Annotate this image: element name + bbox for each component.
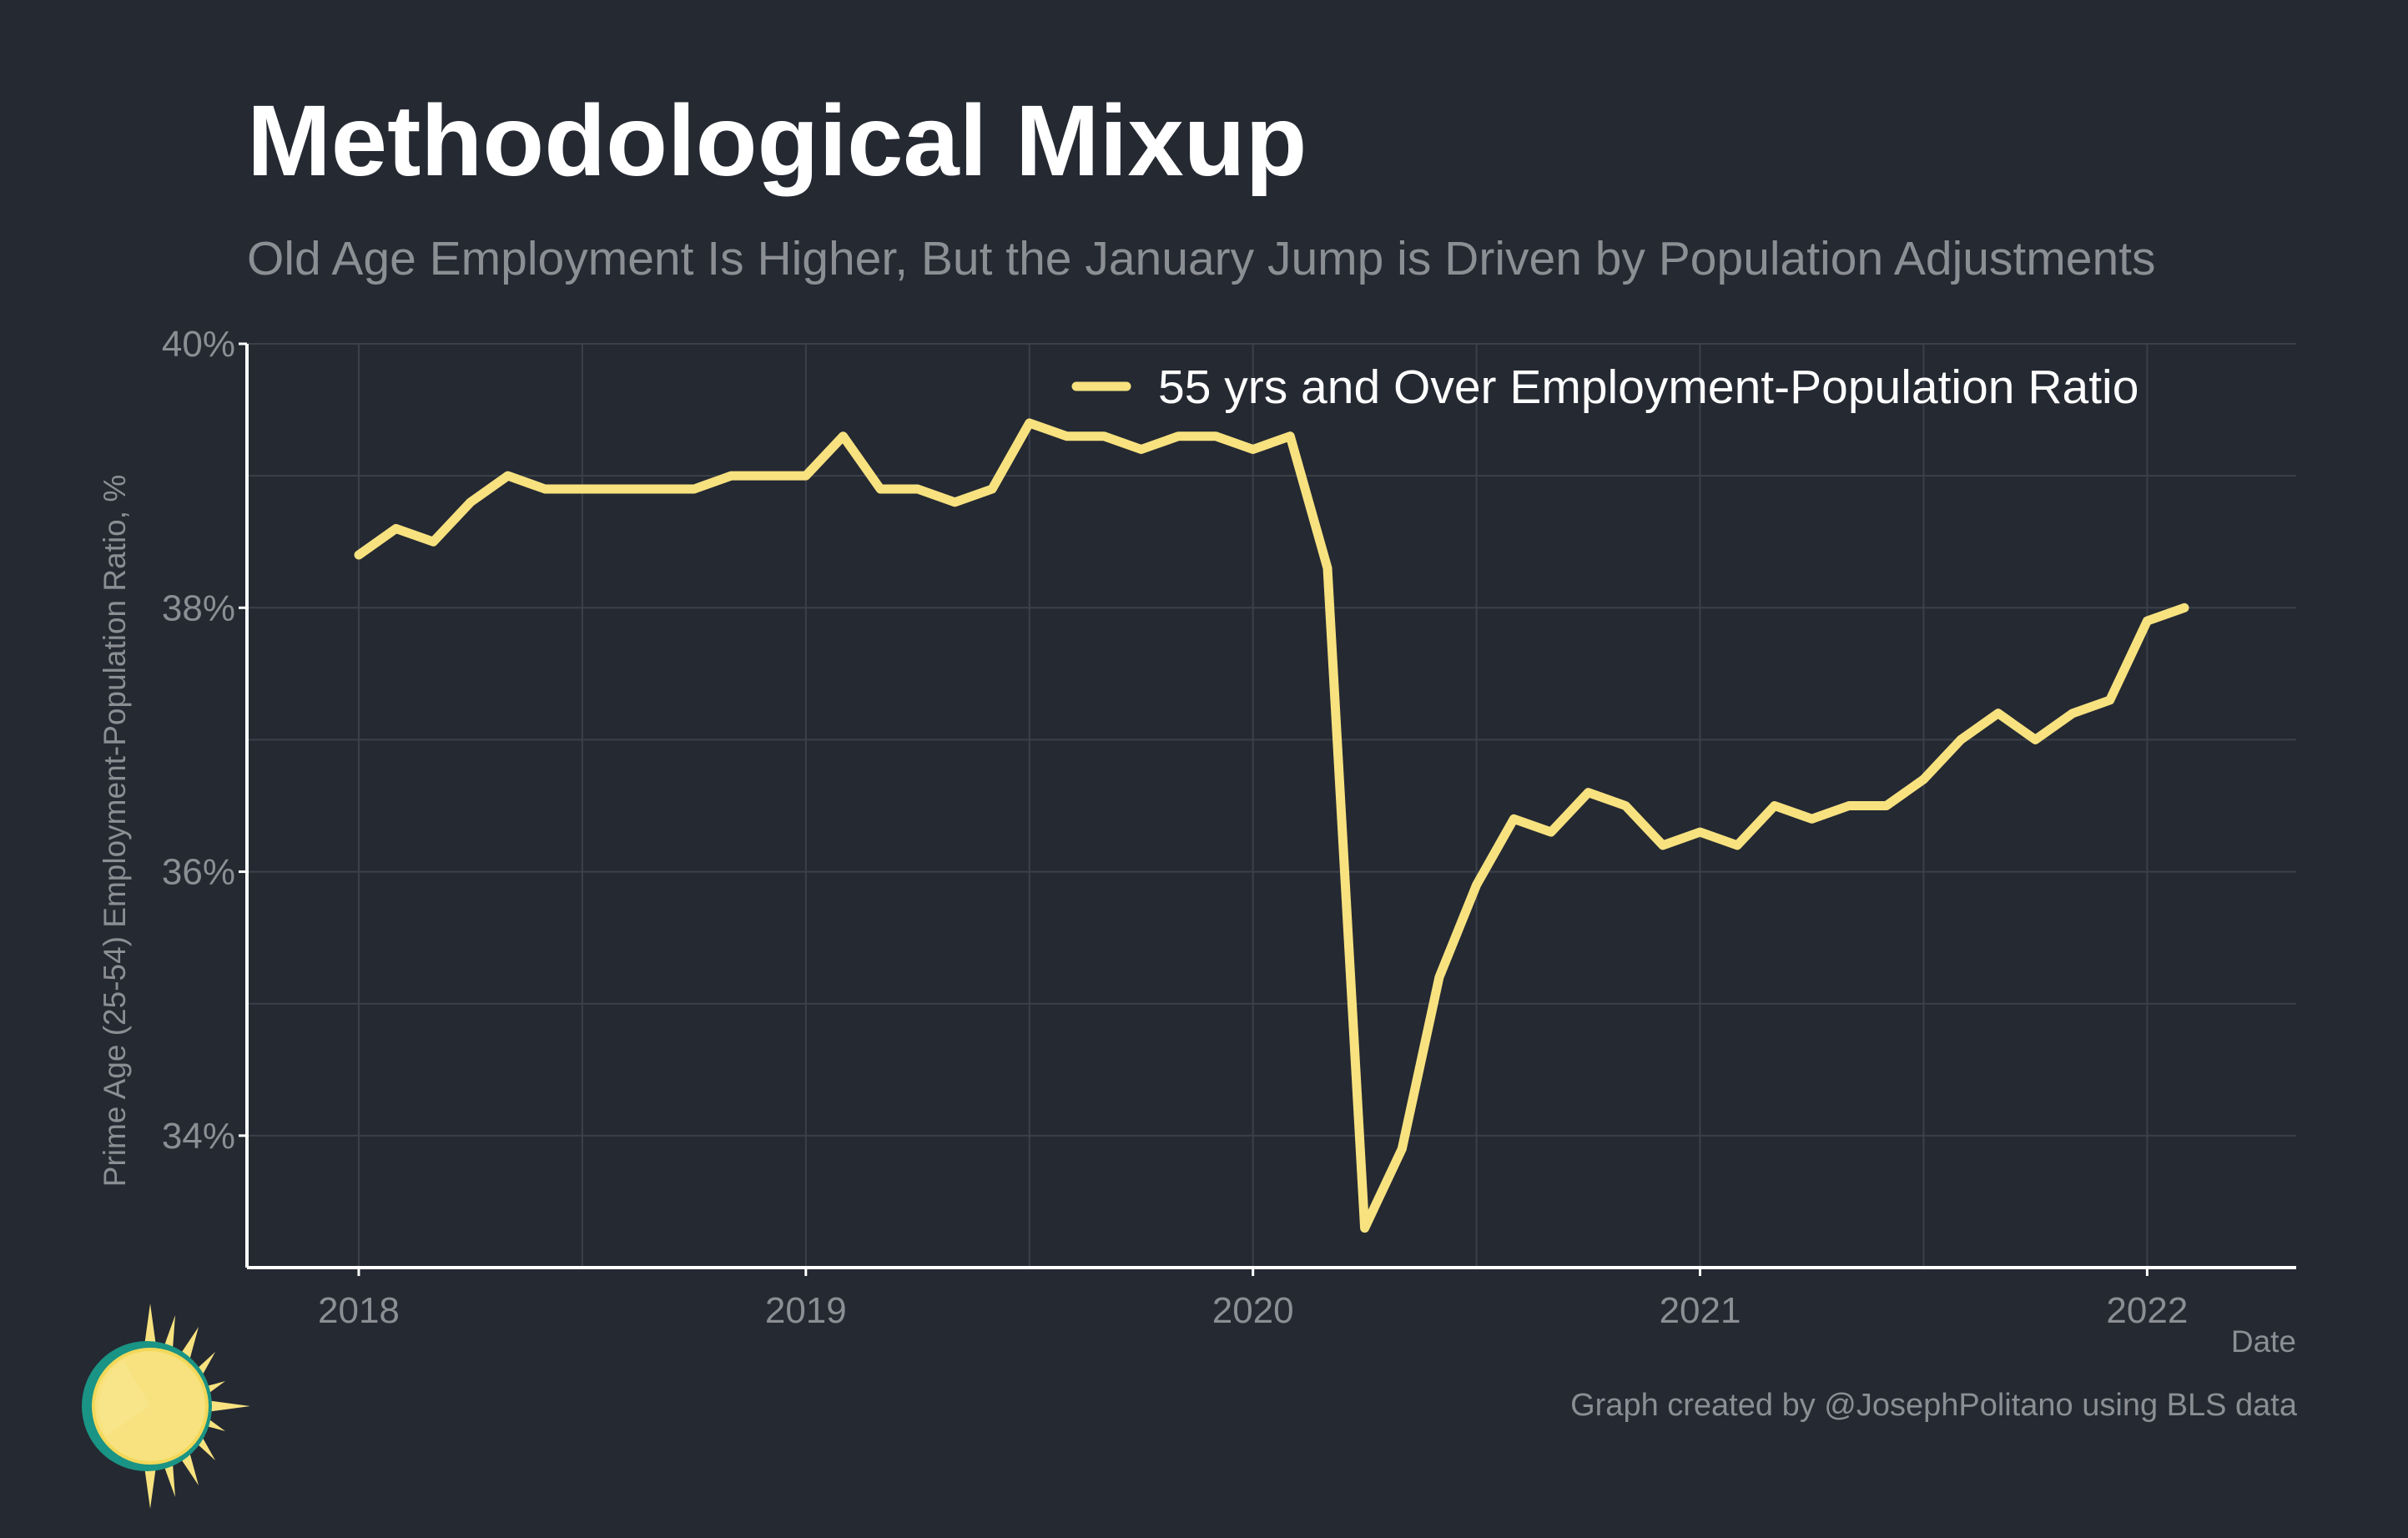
axes <box>245 344 2296 1269</box>
chart-subtitle: Old Age Employment Is Higher, But the Ja… <box>247 232 2156 285</box>
x-tick-label: 2019 <box>765 1290 847 1331</box>
series-lines <box>354 418 2189 1233</box>
legend: 55 yrs and Over Employment-Population Ra… <box>1071 361 2138 414</box>
sun-logo-icon <box>82 1304 250 1509</box>
y-axis-label: Prime Age (25-54) Employment-Population … <box>98 475 132 1187</box>
legend-label: 55 yrs and Over Employment-Population Ra… <box>1158 361 2138 414</box>
series-line <box>354 418 2189 1233</box>
sun-highlight <box>98 1360 150 1435</box>
x-axis-label: Date <box>2231 1324 2296 1359</box>
chart-title: Methodological Mixup <box>247 83 1307 197</box>
tick-labels: 34% 36% 38% 40% 2018 2019 2020 2021 2022 <box>162 324 2188 1331</box>
y-tick-label: 36% <box>162 852 235 893</box>
x-tick-label: 2021 <box>1660 1290 1741 1331</box>
y-tick-label: 34% <box>162 1116 235 1157</box>
x-tick-label: 2020 <box>1212 1290 1294 1331</box>
x-tick-label: 2022 <box>2106 1290 2188 1331</box>
x-tick-label: 2018 <box>318 1290 400 1331</box>
source-caption: Graph created by @JosephPolitano using B… <box>1570 1388 2297 1423</box>
grid-lines <box>247 343 2296 1268</box>
y-tick-label: 38% <box>162 587 235 628</box>
y-tick-label: 40% <box>162 324 235 365</box>
